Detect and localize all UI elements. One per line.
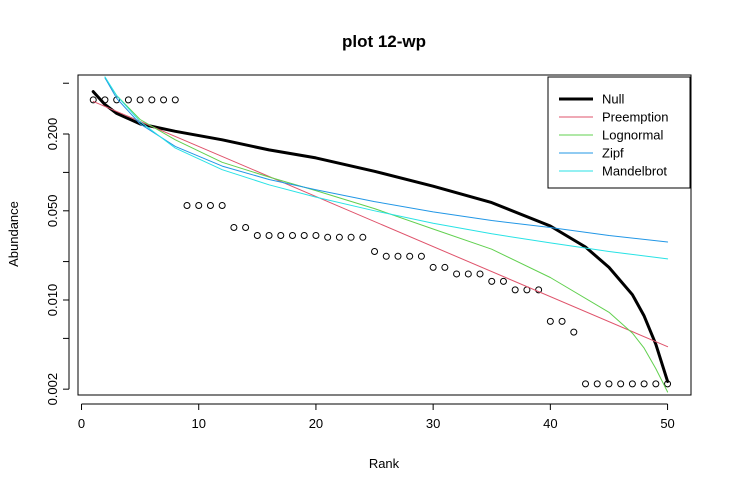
plot-area bbox=[89, 76, 672, 393]
legend: Null Preemption Lognormal Zipf Mandelbrot bbox=[547, 76, 691, 189]
plot-contents bbox=[89, 76, 672, 393]
observed-point bbox=[89, 96, 97, 104]
observed-point bbox=[113, 96, 121, 104]
y-axis: 0.002 0.010 0.050 0.200 bbox=[45, 82, 70, 406]
x-tick-label: 30 bbox=[426, 416, 440, 431]
observed-point bbox=[546, 317, 554, 325]
legend-label: Lognormal bbox=[602, 128, 664, 143]
observed-point bbox=[441, 263, 449, 271]
series-line-preemption bbox=[92, 100, 669, 348]
observed-point bbox=[628, 380, 636, 388]
x-axis-label: Rank bbox=[369, 456, 400, 471]
observed-point bbox=[488, 277, 496, 285]
observed-point bbox=[582, 380, 590, 388]
y-tick-label: 0.050 bbox=[45, 195, 60, 228]
observed-point bbox=[312, 232, 320, 240]
observed-point bbox=[265, 232, 273, 240]
series-line-zipf bbox=[104, 77, 669, 243]
observed-point bbox=[218, 202, 226, 210]
observed-point bbox=[171, 96, 179, 104]
x-tick-label: 40 bbox=[543, 416, 557, 431]
observed-point bbox=[511, 286, 519, 294]
observed-point bbox=[359, 233, 367, 241]
observed-point bbox=[148, 96, 156, 104]
observed-point bbox=[499, 277, 507, 285]
observed-point bbox=[652, 380, 660, 388]
observed-point bbox=[160, 96, 168, 104]
observed-point bbox=[124, 96, 132, 104]
observed-point bbox=[371, 247, 379, 255]
x-tick-label: 0 bbox=[78, 416, 85, 431]
legend-box bbox=[547, 76, 691, 189]
x-tick-label: 20 bbox=[309, 416, 323, 431]
observed-point bbox=[417, 252, 425, 260]
observed-point bbox=[324, 233, 332, 241]
observed-point bbox=[183, 202, 191, 210]
observed-point bbox=[136, 96, 144, 104]
chart-title: plot 12-wp bbox=[342, 32, 426, 51]
observed-point bbox=[206, 202, 214, 210]
observed-point bbox=[394, 252, 402, 260]
observed-point bbox=[570, 328, 578, 336]
observed-point bbox=[464, 270, 472, 278]
series-line-mandelbrot bbox=[104, 76, 669, 260]
observed-point bbox=[288, 232, 296, 240]
observed-point bbox=[347, 233, 355, 241]
observed-point bbox=[195, 202, 203, 210]
x-axis: 0 10 20 30 40 50 bbox=[78, 403, 675, 431]
y-tick-label: 0.200 bbox=[45, 118, 60, 151]
observed-point bbox=[335, 233, 343, 241]
y-tick-label: 0.010 bbox=[45, 284, 60, 317]
series-line-lognormal bbox=[104, 77, 669, 393]
observed-point bbox=[382, 252, 390, 260]
x-tick-label: 10 bbox=[191, 416, 205, 431]
observed-point bbox=[640, 380, 648, 388]
x-tick-label: 50 bbox=[660, 416, 674, 431]
observed-point bbox=[242, 223, 250, 231]
observed-point bbox=[230, 223, 238, 231]
series-line-null bbox=[91, 90, 670, 383]
y-axis-label: Abundance bbox=[6, 201, 21, 267]
observed-point bbox=[406, 252, 414, 260]
observed-point bbox=[253, 232, 261, 240]
legend-label: Zipf bbox=[602, 146, 624, 161]
observed-point bbox=[429, 263, 437, 271]
legend-label: Null bbox=[602, 92, 625, 107]
observed-point bbox=[617, 380, 625, 388]
observed-point bbox=[300, 232, 308, 240]
observed-point bbox=[558, 317, 566, 325]
observed-point bbox=[453, 270, 461, 278]
y-tick-label: 0.002 bbox=[45, 373, 60, 406]
observed-point bbox=[476, 270, 484, 278]
plot-frame bbox=[77, 74, 692, 396]
observed-point bbox=[593, 380, 601, 388]
observed-point bbox=[277, 232, 285, 240]
observed-point bbox=[605, 380, 613, 388]
legend-label: Mandelbrot bbox=[602, 164, 667, 179]
legend-label: Preemption bbox=[602, 110, 668, 125]
